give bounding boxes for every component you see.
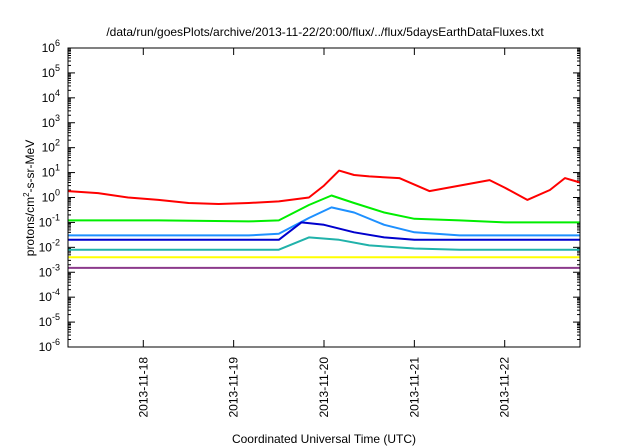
y-tick-base: 10 — [39, 240, 53, 254]
y-tick-label: 10-5 — [39, 312, 60, 329]
plot-frame — [67, 47, 581, 348]
y-tick-label: 104 — [42, 88, 60, 105]
y-tick-label: 100 — [42, 188, 60, 205]
y-tick-exp: -6 — [52, 337, 60, 347]
y-tick-exp: 1 — [55, 163, 60, 173]
series-line-4 — [68, 221, 580, 241]
y-tick-base: 10 — [42, 166, 56, 180]
y-axis-label-post: -s-sr-MeV — [23, 140, 37, 193]
y-tick-exp: 6 — [55, 38, 60, 48]
y-tick-base: 10 — [39, 340, 53, 354]
y-axis-label-pre: protons/cm — [23, 197, 37, 256]
x-tick-label: 2013-11-19 — [227, 357, 241, 418]
y-tick-base: 10 — [42, 141, 56, 155]
y-tick-exp: -5 — [52, 312, 60, 322]
y-axis-label: protons/cm2-s-sr-MeV — [22, 140, 37, 256]
series-line-2 — [68, 194, 580, 224]
y-tick-label: 105 — [42, 63, 60, 80]
x-tick-label: 2013-11-18 — [136, 357, 150, 418]
y-tick-exp: 0 — [55, 188, 60, 198]
y-tick-base: 10 — [42, 116, 56, 130]
series-line-1 — [67, 169, 581, 205]
y-tick-exp: -2 — [52, 237, 60, 247]
y-tick-base: 10 — [42, 191, 56, 205]
x-tick-label: 2013-11-21 — [407, 357, 421, 418]
series-line-5 — [68, 236, 580, 251]
y-tick-exp: 5 — [55, 63, 60, 73]
y-tick-label: 10-1 — [39, 212, 60, 229]
y-tick-label: 106 — [42, 38, 60, 55]
y-tick-exp: 2 — [55, 138, 60, 148]
y-tick-exp: -1 — [52, 212, 60, 222]
y-tick-label: 10-3 — [39, 262, 60, 279]
y-tick-base: 10 — [42, 41, 56, 55]
y-tick-base: 10 — [42, 66, 56, 80]
y-tick-base: 10 — [39, 215, 53, 229]
y-tick-label: 10-4 — [39, 287, 60, 304]
svg-text:protons/cm2-s-sr-MeV: protons/cm2-s-sr-MeV — [22, 140, 37, 256]
y-tick-label: 101 — [42, 163, 60, 180]
y-tick-label: 10-2 — [39, 237, 60, 254]
y-tick-exp: -3 — [52, 262, 60, 272]
y-tick-exp: 4 — [55, 88, 60, 98]
x-axis-ticks: 2013-11-18 2013-11-19 2013-11-20 2013-11-21… — [136, 48, 512, 418]
x-tick-label: 2013-11-22 — [498, 357, 512, 418]
y-tick-exp: -4 — [52, 287, 60, 297]
y-tick-base: 10 — [39, 265, 53, 279]
y-tick-exp: 3 — [55, 113, 60, 123]
x-tick-label: 2013-11-20 — [317, 357, 331, 418]
y-tick-label: 103 — [42, 113, 60, 130]
y-axis-label-sup: 2 — [22, 192, 31, 197]
chart-title: /data/run/goesPlots/archive/2013-11-22/2… — [106, 25, 544, 39]
x-axis-label: Coordinated Universal Time (UTC) — [232, 432, 416, 446]
y-tick-label: 102 — [42, 138, 60, 155]
series-line-3 — [68, 206, 580, 237]
series-layer — [67, 169, 581, 269]
y-tick-base: 10 — [39, 290, 53, 304]
y-tick-base: 10 — [42, 91, 56, 105]
y-tick-label: 10-6 — [39, 337, 60, 354]
y-axis-ticks: 10-610-510-410-310-210-11001011021031041… — [39, 38, 580, 354]
y-tick-base: 10 — [39, 315, 53, 329]
